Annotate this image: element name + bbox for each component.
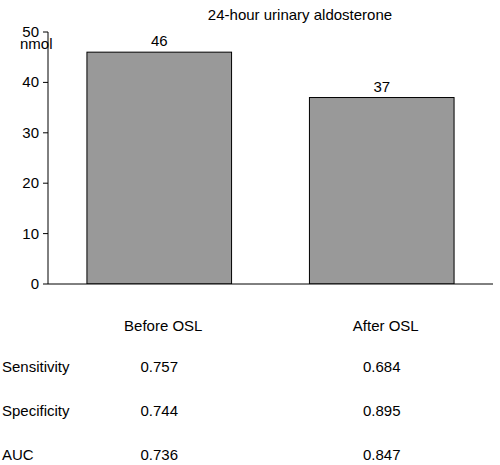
tick	[43, 32, 48, 33]
category-label: After OSL	[353, 317, 419, 334]
table-value: 0.847	[363, 446, 401, 463]
bar	[87, 52, 232, 284]
tick-label: 0	[31, 275, 39, 292]
chart-root: 24-hour urinary aldosteronenmol010203040…	[0, 0, 500, 465]
tick-label: 40	[22, 73, 39, 90]
tick	[43, 183, 48, 184]
bar	[309, 98, 454, 284]
data-label: 37	[373, 78, 390, 95]
tick	[43, 233, 48, 234]
row-label: AUC	[2, 446, 34, 463]
tick-label: 10	[22, 225, 39, 242]
row-label: Specificity	[2, 402, 70, 419]
tick-label: 50	[22, 23, 39, 40]
tick	[43, 132, 48, 133]
table-value: 0.895	[363, 402, 401, 419]
table-value: 0.744	[140, 402, 178, 419]
title: 24-hour urinary aldosterone	[208, 6, 392, 23]
bars	[87, 52, 454, 284]
table-value: 0.736	[140, 446, 178, 463]
y-axis	[48, 32, 49, 284]
chart: 24-hour urinary aldosteronenmol010203040…	[0, 0, 500, 465]
tick	[43, 284, 48, 285]
tick	[43, 82, 48, 83]
x-axis	[48, 284, 493, 285]
category-label: Before OSL	[124, 317, 202, 334]
tick-label: 30	[22, 124, 39, 141]
row-label: Sensitivity	[2, 358, 70, 375]
tick-label: 20	[22, 174, 39, 191]
table-value: 0.757	[140, 358, 178, 375]
data-label: 46	[151, 32, 168, 49]
table-value: 0.684	[363, 358, 401, 375]
